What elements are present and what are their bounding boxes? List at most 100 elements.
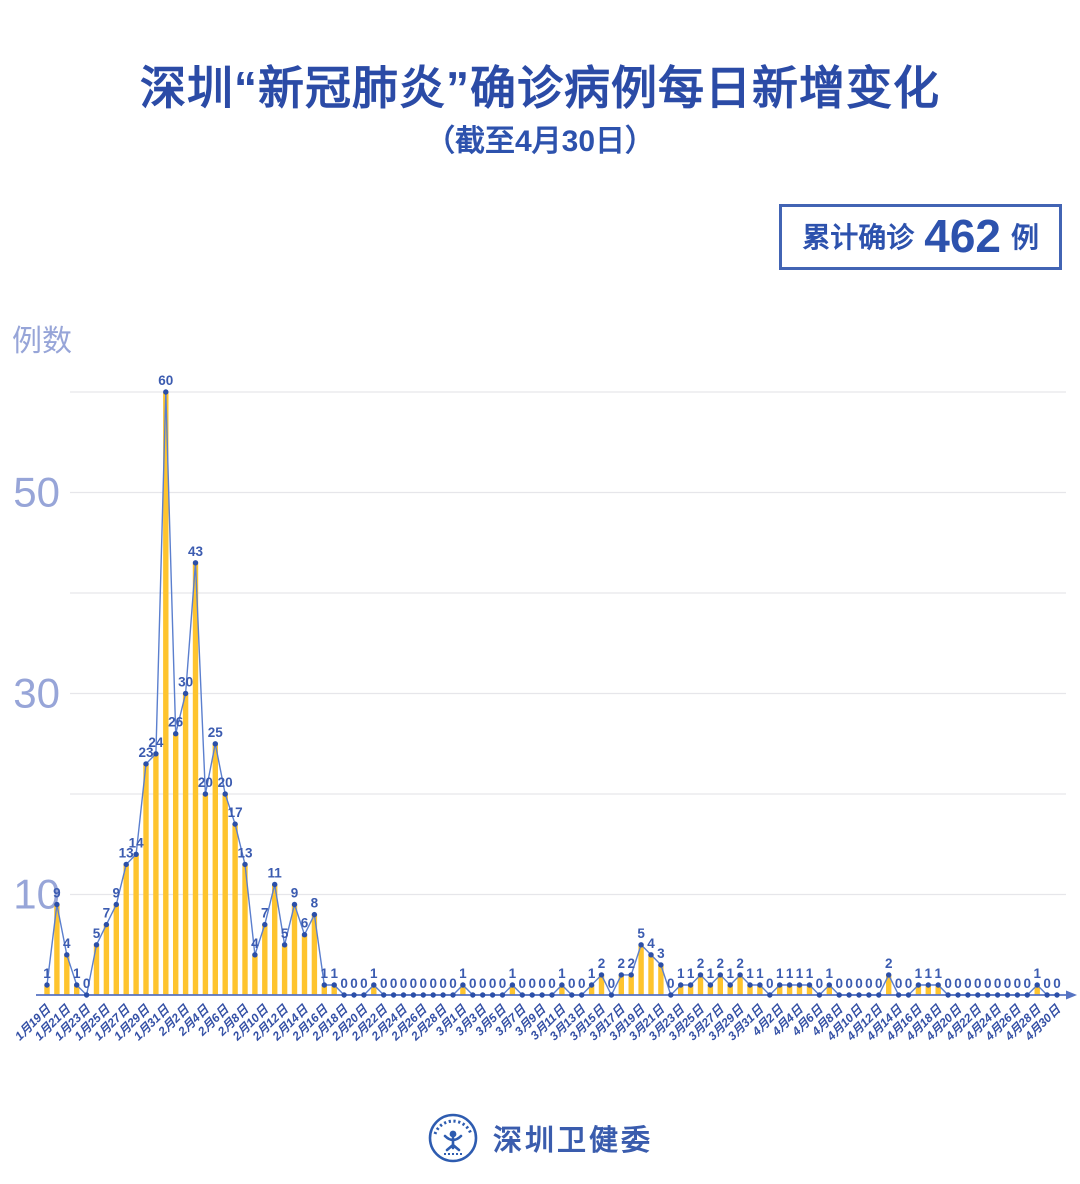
value-label: 2	[618, 956, 626, 971]
bar	[272, 884, 278, 995]
data-point	[945, 992, 951, 998]
value-label: 0	[350, 976, 358, 991]
data-point	[64, 952, 70, 958]
data-point	[420, 992, 426, 998]
bar	[133, 854, 139, 995]
value-label: 1	[73, 966, 81, 981]
data-point	[281, 942, 288, 948]
value-label: 20	[198, 775, 213, 790]
value-label: 0	[410, 976, 418, 991]
data-point	[648, 952, 654, 958]
data-point	[886, 972, 892, 978]
data-point	[549, 992, 555, 998]
value-label: 1	[826, 966, 834, 981]
data-point	[143, 761, 149, 767]
data-point	[994, 992, 1001, 998]
data-point	[777, 982, 783, 988]
bar	[222, 794, 228, 995]
data-point	[955, 992, 961, 998]
value-label: 0	[538, 976, 546, 991]
value-label: 0	[499, 976, 507, 991]
cumulative-confirmed-badge: 累计确诊 462 例	[779, 204, 1062, 270]
data-point	[311, 911, 318, 918]
value-label: 9	[53, 886, 61, 901]
data-point	[83, 992, 90, 998]
data-point	[658, 962, 664, 968]
value-label: 0	[608, 976, 616, 991]
x-axis-arrow	[1066, 990, 1077, 1000]
data-point	[74, 982, 80, 988]
value-label: 1	[558, 966, 566, 981]
data-point	[361, 992, 367, 998]
value-label: 17	[228, 805, 243, 820]
bar	[153, 753, 159, 995]
data-point	[1044, 992, 1050, 998]
data-point	[262, 921, 268, 928]
value-label: 0	[816, 976, 824, 991]
bar	[301, 934, 308, 995]
value-label: 0	[994, 976, 1002, 991]
data-point	[588, 982, 595, 988]
value-label: 0	[845, 976, 853, 991]
data-point	[123, 861, 129, 868]
data-point	[559, 982, 565, 988]
data-point	[668, 992, 674, 998]
bar	[717, 974, 723, 995]
footer: 深圳卫健委	[0, 1112, 1080, 1164]
value-label: 11	[268, 866, 283, 881]
bar	[331, 985, 337, 995]
value-label: 1	[776, 966, 784, 981]
value-label: 1	[796, 966, 804, 981]
bar	[796, 985, 803, 995]
data-point	[608, 992, 615, 998]
value-label: 0	[835, 976, 843, 991]
value-label: 25	[208, 725, 224, 740]
bar	[202, 794, 209, 995]
data-point	[786, 982, 793, 988]
data-point	[985, 992, 991, 998]
data-point	[915, 982, 922, 988]
footer-org-name: 深圳卫健委	[492, 1125, 653, 1157]
value-label: 0	[519, 976, 527, 991]
value-label: 14	[129, 835, 145, 850]
data-point	[222, 791, 228, 797]
y-axis-unit-label: 例数	[12, 325, 72, 358]
chart-canvas: 1030501941057913142324602630432025201713…	[12, 373, 1077, 1044]
data-point	[757, 982, 763, 988]
value-label: 1	[588, 966, 596, 981]
bar	[806, 985, 813, 995]
value-label: 1	[806, 966, 814, 981]
bar	[925, 985, 931, 995]
data-point	[440, 992, 446, 998]
bar	[321, 985, 327, 995]
data-point	[1014, 992, 1021, 998]
value-label: 0	[400, 976, 408, 991]
value-label: 0	[420, 976, 428, 991]
value-label: 1	[746, 966, 754, 981]
bar	[628, 974, 634, 995]
data-point	[44, 982, 50, 988]
badge-prefix-label: 累计确诊	[802, 222, 915, 253]
value-label: 1	[370, 966, 378, 981]
data-point	[499, 992, 506, 998]
data-point	[737, 972, 743, 978]
bar	[232, 824, 238, 995]
data-point	[856, 992, 862, 998]
data-point	[163, 389, 169, 395]
value-label: 1	[459, 966, 467, 981]
data-point	[935, 982, 941, 988]
bar	[678, 985, 684, 995]
value-label: 1	[915, 966, 923, 981]
value-label: 0	[449, 976, 457, 991]
bar	[281, 944, 288, 996]
value-label: 30	[178, 675, 193, 690]
data-point	[925, 982, 931, 988]
data-point	[1004, 992, 1011, 998]
value-label: 2	[717, 956, 725, 971]
bar	[242, 864, 248, 995]
bar	[559, 985, 565, 995]
value-label: 1	[726, 966, 734, 981]
data-point	[1054, 992, 1060, 998]
value-label: 9	[113, 886, 121, 901]
value-label: 0	[83, 976, 91, 991]
